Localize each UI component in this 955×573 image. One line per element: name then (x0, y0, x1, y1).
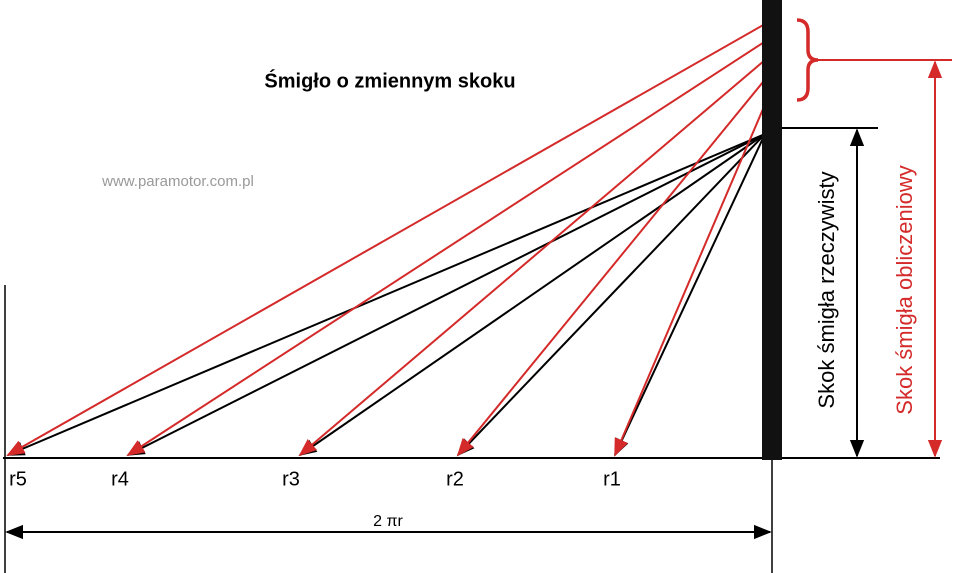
circumference-label: 2 πr (373, 513, 403, 530)
calculated-lines (6, 19, 773, 457)
line (6, 19, 773, 456)
radius-label: r1 (603, 468, 621, 490)
radius-label: r3 (282, 468, 300, 490)
actual-lines (6, 133, 766, 457)
radius-label: r2 (446, 468, 464, 490)
brace (796, 18, 819, 102)
line (126, 133, 766, 456)
blade-bar (762, 0, 782, 460)
radius-label: r5 (9, 468, 27, 490)
line (456, 133, 766, 457)
line (298, 53, 773, 457)
line (6, 133, 766, 456)
title: Śmigło o zmiennym skoku (264, 68, 515, 92)
radius-label: r4 (111, 468, 129, 490)
line (126, 36, 773, 456)
line (614, 87, 773, 457)
line (614, 133, 766, 457)
calc-pitch-label: Skok śmigła obliczeniowy (892, 165, 917, 414)
website: www.paramotor.com.pl (101, 173, 254, 190)
line (298, 133, 766, 457)
line (456, 70, 773, 457)
actual-pitch-label: Skok śmigła rzeczywisty (814, 171, 839, 408)
